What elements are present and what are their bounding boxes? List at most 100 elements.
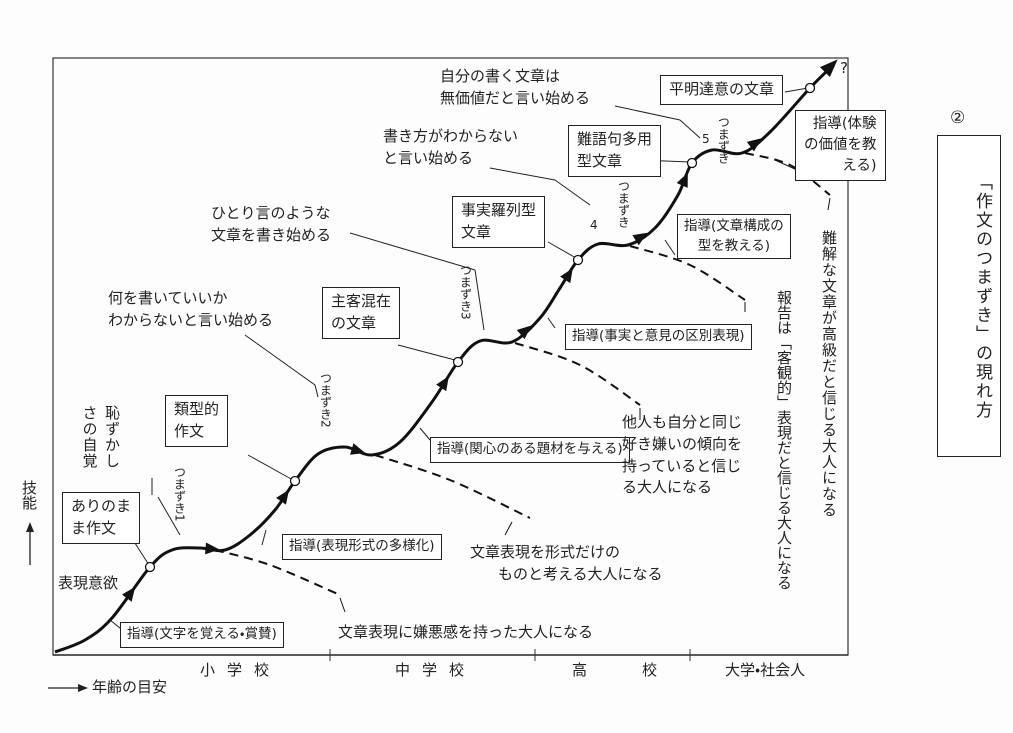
outcome: 報告は「客観的」表現だと信じる大人になる xyxy=(775,290,793,590)
outcome-leader xyxy=(504,521,513,536)
text-line: 無価値だと言い始める xyxy=(440,88,591,107)
text-line: 自分の書く文章は xyxy=(440,67,561,85)
state-box: 難語句多用 型文章 xyxy=(568,125,662,177)
text-line: さの自覚 xyxy=(80,405,99,469)
text-line: の価値を教 xyxy=(804,137,877,154)
stumble-text: つまずき xyxy=(616,180,631,228)
text-line: える) xyxy=(842,158,877,175)
remark: ひとり言のような 文章を書き始める xyxy=(211,203,331,247)
text-line: 書き方がわからない xyxy=(383,127,519,145)
text-line: 文章表現を形式だけの xyxy=(470,543,621,561)
text-line: 他人も自分と同じ xyxy=(622,413,743,431)
age-arrow-head xyxy=(78,684,88,692)
outcome-leader xyxy=(339,597,346,613)
text-line: ものと考える大人になる xyxy=(498,564,663,583)
state-box: ありのま ま作文 xyxy=(62,492,141,544)
text-line: 作文 xyxy=(174,421,205,440)
text-line: と言い始める xyxy=(383,148,474,167)
remark: 恥ずかし さの自覚 xyxy=(78,405,123,469)
text-line: 好き嫌いの傾向を xyxy=(622,434,743,453)
text-line: 持っていると信じ xyxy=(622,456,742,475)
stumble-text: つまずき xyxy=(716,116,731,164)
remark: 表現意欲 xyxy=(58,573,118,595)
guidance-box: 指導(表現形式の多様化) xyxy=(282,534,442,560)
outcome: 難解な文章が高級だと信じる大人になる xyxy=(820,230,838,518)
text-line: わからないと言い始める xyxy=(108,310,274,329)
stage: 中学校 xyxy=(395,661,477,679)
text-line: 表現意欲 xyxy=(58,574,119,592)
dropout-branch xyxy=(629,245,746,301)
stumble-point xyxy=(452,356,464,368)
state-box: 主客混在 の文章 xyxy=(322,287,401,339)
guidance-box: 指導(関心のある題材を与える) xyxy=(430,437,630,463)
text-line: 指導(文章構成の xyxy=(684,218,784,234)
text-line: 文章を書き始める xyxy=(211,225,332,244)
text-line: ありのま xyxy=(71,497,132,515)
skill-arrow-head xyxy=(26,522,34,532)
stumble-text: つまずき xyxy=(458,264,473,312)
text-line: 文章表現に嫌悪感を持った大人になる xyxy=(338,623,594,641)
side-title-number: ② xyxy=(950,108,966,128)
curve-arrow xyxy=(746,138,762,152)
guidance-box: 指導(文字を覚える・賞賛) xyxy=(120,622,284,648)
side-title: 「作文のつまずき」の現れ方 xyxy=(937,135,1001,457)
text-line: ひとり言のような xyxy=(211,204,331,222)
stumble-point xyxy=(144,561,156,573)
stumble-text: つまずき xyxy=(172,466,187,514)
outcome: 文章表現に嫌悪感を持った大人になる xyxy=(338,622,593,644)
text-line: 主客混在 xyxy=(331,292,392,310)
state-box: 平明達意の文章 xyxy=(660,75,784,105)
text-line: の文章 xyxy=(331,313,377,332)
text-line: 指導(表現形式の多様化) xyxy=(289,538,435,554)
outcome: 他人も自分と同じ 好き嫌いの傾向を 持っていると信じ る大人になる xyxy=(622,412,742,499)
curve-arrow xyxy=(516,325,532,340)
dropout-branch xyxy=(514,342,641,406)
curve-arrow xyxy=(350,443,366,455)
text-line: ま作文 xyxy=(71,518,117,537)
text-line: 型文章 xyxy=(577,151,623,170)
text-line: 報告は「客観的」表現だと信じる大人になる xyxy=(775,290,793,590)
curve-arrow xyxy=(205,542,220,555)
curve-arrow xyxy=(632,232,648,246)
text-line: 指導(事実と意見の区別表現) xyxy=(572,328,745,344)
stumble-number: 2 xyxy=(318,420,333,428)
stumble-number: 1 xyxy=(172,514,187,522)
state-box: 事実羅列型 文章 xyxy=(452,196,546,248)
stumble-number: 3 xyxy=(458,312,473,320)
outcome: 文章表現を形式だけのものと考える大人になる xyxy=(470,542,663,586)
remark: 何を書いていいか わからないと言い始める xyxy=(108,288,273,332)
text-line: 文章 xyxy=(461,222,492,241)
stumble: つまずき3 xyxy=(458,264,472,320)
curve-layer xyxy=(54,59,838,654)
curve-arrow xyxy=(676,172,688,188)
text-line: 難語句多用 xyxy=(577,130,653,148)
stumble-text: つまずき xyxy=(318,372,333,420)
stumble-number: 5 xyxy=(702,132,710,146)
curve-arrow xyxy=(122,586,136,602)
end-mark: ? xyxy=(840,59,848,77)
text-line: 指導(体験 xyxy=(812,116,877,132)
stage: 大学・社会人 xyxy=(725,661,806,679)
stage: 高校 xyxy=(572,661,713,679)
stumble: つまずき2 xyxy=(318,372,332,428)
remark: 書き方がわからない と言い始める xyxy=(383,126,518,170)
text-line: 恥ずかし xyxy=(103,405,121,469)
text-line: 事実羅列型 xyxy=(461,201,537,219)
stumble-point xyxy=(804,82,816,94)
stumble-number: 4 xyxy=(590,218,598,232)
curve-end-arrow xyxy=(819,59,838,78)
dropout-branch xyxy=(374,454,531,519)
text-line: 指導(文字を覚える・賞賛) xyxy=(127,626,277,642)
text-line: 難解な文章が高級だと信じる大人になる xyxy=(820,230,838,518)
stage: 小学校 xyxy=(200,661,282,679)
text-line: る大人になる xyxy=(622,478,713,497)
stumble-point xyxy=(289,475,301,487)
stumble-point xyxy=(686,157,698,169)
guidance-box: 指導(体験の価値を教える) xyxy=(795,110,886,182)
stumble: つまずき1 xyxy=(172,466,186,522)
text-line: 類型的 xyxy=(174,400,220,418)
dropout-branch xyxy=(744,152,831,196)
remark: 自分の書く文章は無価値だと言い始める xyxy=(440,66,590,110)
